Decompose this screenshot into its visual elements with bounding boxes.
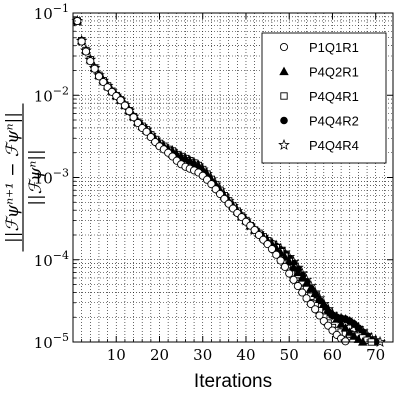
legend: P1Q1R1 P4Q2R1 P4Q4R1 P4Q4R2 P4Q4R4 xyxy=(261,32,387,164)
data-point xyxy=(86,57,95,66)
y-tick-label: 10−5 xyxy=(34,331,69,352)
y-tick-base: 10 xyxy=(34,87,53,105)
data-point xyxy=(314,294,325,304)
x-axis-label: Iterations xyxy=(194,371,272,392)
y-tick-base: 10 xyxy=(34,252,53,270)
legend-label: P4Q4R4 xyxy=(309,138,359,153)
data-point xyxy=(288,262,299,271)
data-point xyxy=(99,77,108,87)
legend-label: P4Q2R1 xyxy=(309,65,359,80)
data-point xyxy=(340,323,351,332)
y-tick-exponent: −1 xyxy=(53,2,69,15)
data-point xyxy=(349,331,359,340)
data-point xyxy=(297,273,307,282)
data-point xyxy=(293,281,302,291)
y-tick-exponent: −3 xyxy=(53,167,69,180)
y-tick-base: 10 xyxy=(34,5,53,23)
data-point xyxy=(289,275,298,284)
y-axis-label: ||ℱψⁿ⁺¹ − ℱψⁿ|| ||ℱψⁿ|| xyxy=(3,103,46,252)
legend-marker xyxy=(280,92,288,100)
y-tick-base: 10 xyxy=(34,170,53,188)
data-point xyxy=(81,47,91,56)
series-p1q1r1 xyxy=(73,16,350,346)
data-point xyxy=(133,118,142,128)
legend-marker xyxy=(279,42,289,52)
legend-entry: P1Q1R1 xyxy=(279,40,359,55)
data-point xyxy=(341,337,350,346)
data-point xyxy=(284,256,294,266)
x-tick-label: 30 xyxy=(193,346,212,364)
y-tick-exponent: −2 xyxy=(53,84,69,97)
data-point xyxy=(302,294,311,303)
legend-entry: P4Q4R2 xyxy=(280,114,359,129)
data-point xyxy=(142,127,151,136)
data-point xyxy=(285,269,294,278)
legend-marker xyxy=(278,138,290,150)
y-tick-label: 10−4 xyxy=(34,249,69,270)
data-point xyxy=(267,244,276,254)
data-point xyxy=(276,256,285,265)
data-point xyxy=(319,299,329,308)
data-point xyxy=(94,72,103,81)
data-point xyxy=(120,101,129,110)
data-point xyxy=(323,304,333,313)
data-point xyxy=(207,180,216,189)
data-point xyxy=(301,278,312,287)
x-tick-label: 60 xyxy=(323,346,342,364)
data-point xyxy=(311,305,320,314)
data-point xyxy=(332,314,342,323)
y-axis-label-denominator: ||ℱψⁿ|| xyxy=(26,149,46,206)
data-point xyxy=(336,319,346,328)
y-tick-exponent: −4 xyxy=(53,249,69,262)
data-point xyxy=(250,225,259,235)
legend-label: P1Q1R1 xyxy=(309,40,359,55)
x-tick-label: 10 xyxy=(107,346,126,364)
legend-marker xyxy=(280,116,288,125)
x-tick-label: 20 xyxy=(150,346,169,364)
data-point xyxy=(280,262,289,271)
data-series xyxy=(71,14,386,347)
legend-entry: P4Q2R1 xyxy=(279,65,359,80)
data-point xyxy=(315,311,324,320)
data-point xyxy=(185,155,195,165)
y-tick-exponent: −5 xyxy=(53,331,69,344)
data-point xyxy=(306,299,315,309)
data-point xyxy=(306,283,316,292)
data-point xyxy=(272,250,281,259)
data-point xyxy=(125,107,134,116)
y-tick-label: 10−2 xyxy=(34,84,69,105)
data-point xyxy=(293,267,303,277)
y-tick-label: 10−1 xyxy=(34,2,69,23)
data-point xyxy=(129,113,138,122)
x-tick-label: 50 xyxy=(280,346,299,364)
data-point xyxy=(353,334,364,343)
y-tick-label: 10−3 xyxy=(34,167,69,188)
data-point xyxy=(327,309,338,318)
y-axis-label-numerator: ||ℱψⁿ⁺¹ − ℱψⁿ|| xyxy=(3,112,23,243)
legend-marker xyxy=(279,66,289,76)
data-point xyxy=(90,64,99,73)
data-point xyxy=(298,288,307,297)
x-tick-label: 40 xyxy=(236,346,255,364)
data-point xyxy=(345,327,355,336)
data-point xyxy=(310,288,320,298)
data-point xyxy=(77,37,86,46)
data-point xyxy=(116,96,125,105)
legend-label: P4Q4R2 xyxy=(309,114,359,129)
legend-label: P4Q4R1 xyxy=(309,89,359,104)
y-tick-base: 10 xyxy=(34,334,53,352)
x-tick-label: 70 xyxy=(366,346,385,364)
legend-entry: P4Q4R4 xyxy=(278,138,359,153)
legend-entry: P4Q4R1 xyxy=(280,89,359,104)
